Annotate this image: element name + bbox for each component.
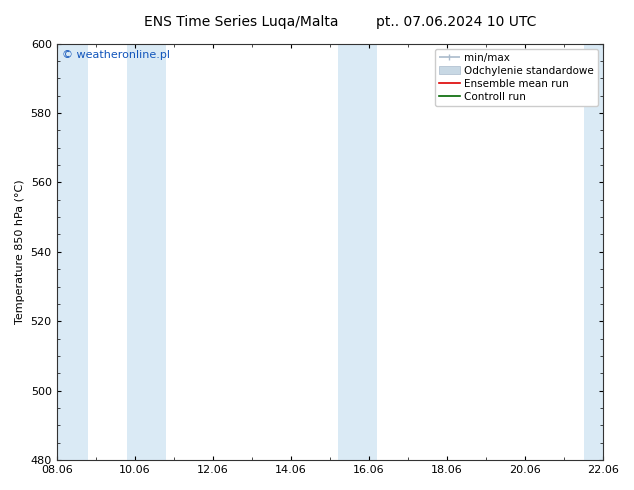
- Bar: [56, 44, 88, 460]
- Y-axis label: Temperature 850 hPa (°C): Temperature 850 hPa (°C): [15, 179, 25, 324]
- Text: pt.. 07.06.2024 10 UTC: pt.. 07.06.2024 10 UTC: [377, 15, 536, 29]
- Bar: [583, 44, 603, 460]
- Text: ENS Time Series Luqa/Malta: ENS Time Series Luqa/Malta: [144, 15, 338, 29]
- Text: © weatheronline.pl: © weatheronline.pl: [62, 50, 170, 60]
- Legend: min/max, Odchylenie standardowe, Ensemble mean run, Controll run: min/max, Odchylenie standardowe, Ensembl…: [435, 49, 598, 106]
- Bar: [127, 44, 166, 460]
- Bar: [338, 44, 377, 460]
